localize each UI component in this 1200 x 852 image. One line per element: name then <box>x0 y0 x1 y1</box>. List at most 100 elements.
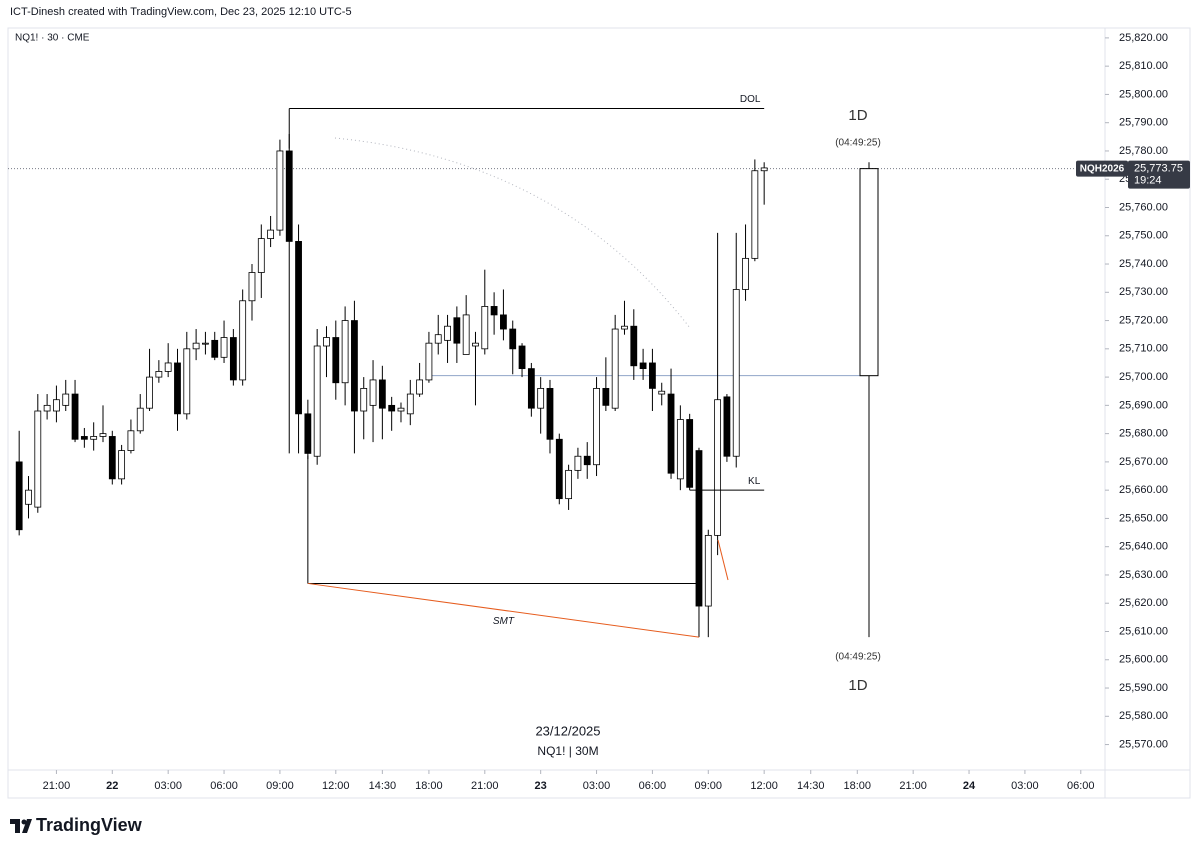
candle-body <box>490 306 498 316</box>
candle-body <box>127 430 135 451</box>
candle-body <box>248 272 256 302</box>
y-tick-label: 25,650.00 <box>1119 512 1168 524</box>
candle-body <box>686 419 694 488</box>
candle-body <box>313 345 321 457</box>
y-tick-label: 25,750.00 <box>1119 230 1168 242</box>
symbol-tag-text: NQH2026 <box>1080 163 1125 174</box>
candle-body <box>453 317 461 344</box>
candle-body <box>593 387 600 466</box>
x-tick-label: 21:00 <box>43 780 71 792</box>
candle-body <box>192 342 200 350</box>
candle-body <box>555 438 563 500</box>
candle-body <box>43 404 51 412</box>
candle-body <box>53 399 60 412</box>
candle-body <box>25 489 32 505</box>
x-tick-label: 23 <box>535 780 547 792</box>
candle-body <box>369 379 377 406</box>
candle-body <box>90 436 98 440</box>
candle-body <box>406 393 414 415</box>
candle-body <box>546 387 554 440</box>
candle-body <box>118 450 126 480</box>
candle-body <box>211 339 219 358</box>
y-tick-label: 25,790.00 <box>1119 117 1168 129</box>
x-tick-label: 21:00 <box>899 780 927 792</box>
x-tick-label: 03:00 <box>154 780 182 792</box>
price-tag-text: 25,773.75 <box>1134 163 1183 175</box>
candle-body <box>676 419 684 480</box>
candle-body <box>732 289 740 457</box>
candle-body <box>742 257 749 290</box>
candle-body <box>332 337 340 384</box>
candle-body <box>518 345 526 370</box>
y-tick-label: 25,800.00 <box>1119 88 1168 100</box>
x-tick-label: 22 <box>106 780 118 792</box>
candle-body <box>99 433 107 437</box>
candle-body <box>304 413 312 454</box>
htf-label: 1D <box>848 107 867 124</box>
candle-body <box>611 328 619 409</box>
x-tick-label: 18:00 <box>415 780 443 792</box>
candle-body <box>146 376 153 409</box>
candle-body <box>537 387 545 409</box>
y-tick-label: 25,740.00 <box>1119 258 1168 270</box>
y-tick-label: 25,570.00 <box>1119 738 1168 750</box>
candle-body <box>667 393 675 474</box>
candle-body <box>34 410 42 508</box>
y-tick-label: 25,680.00 <box>1119 428 1168 440</box>
y-tick-label: 25,670.00 <box>1119 456 1168 468</box>
candle-body <box>239 300 247 381</box>
candle-body <box>351 320 358 412</box>
candle-body <box>444 325 451 341</box>
smt-divergence <box>307 582 700 638</box>
credit: ICT-Dinesh created with TradingView.com,… <box>10 6 352 18</box>
smt-divergence-short <box>717 539 729 581</box>
candle-body <box>108 436 116 480</box>
y-tick-label: 25,760.00 <box>1119 201 1168 213</box>
y-tick-label: 25,820.00 <box>1119 32 1168 44</box>
candle-body <box>583 455 591 466</box>
x-tick-label: 09:00 <box>266 780 294 792</box>
candle-body <box>164 362 172 372</box>
y-tick-label: 25,710.00 <box>1119 343 1168 355</box>
htf-body <box>859 168 879 377</box>
candle-body <box>751 170 759 259</box>
candle-body <box>630 325 638 367</box>
candle-body <box>285 150 293 242</box>
x-tick-label: 09:00 <box>695 780 723 792</box>
candle-body <box>434 334 442 344</box>
x-tick-label: 18:00 <box>844 780 872 792</box>
x-tick-label: 24 <box>963 780 976 792</box>
candle-body <box>462 314 470 355</box>
candle-body <box>295 241 302 415</box>
candle-body <box>378 379 386 409</box>
candle-body <box>695 450 703 607</box>
htf-label: 1D <box>848 677 867 694</box>
y-tick-label: 25,780.00 <box>1119 145 1168 157</box>
candle-body <box>416 379 424 395</box>
y-tick-label: 25,580.00 <box>1119 710 1168 722</box>
x-tick-label: 12:00 <box>322 780 350 792</box>
x-tick-label: 03:00 <box>583 780 611 792</box>
candle-body <box>202 342 209 345</box>
candle-body <box>341 320 349 384</box>
candle-body <box>509 328 517 350</box>
candle-body <box>397 407 405 412</box>
y-tick-label: 25,700.00 <box>1119 371 1168 383</box>
frame <box>7 27 1191 799</box>
y-tick-label: 25,600.00 <box>1119 654 1168 666</box>
x-tick-label: 03:00 <box>1011 780 1039 792</box>
candle-body <box>267 229 275 239</box>
candle-body <box>704 534 712 607</box>
candle-body <box>257 238 265 273</box>
candle-body <box>229 337 237 381</box>
countdown-text: 19:24 <box>1134 175 1162 187</box>
price-tag <box>1128 160 1190 189</box>
candle-body <box>565 469 573 500</box>
candle-body <box>658 390 666 395</box>
y-tick-label: 25,690.00 <box>1119 399 1168 411</box>
logo-text: TradingView <box>36 815 143 835</box>
y-tick-label: 25,610.00 <box>1119 625 1168 637</box>
candle-body <box>649 362 656 389</box>
